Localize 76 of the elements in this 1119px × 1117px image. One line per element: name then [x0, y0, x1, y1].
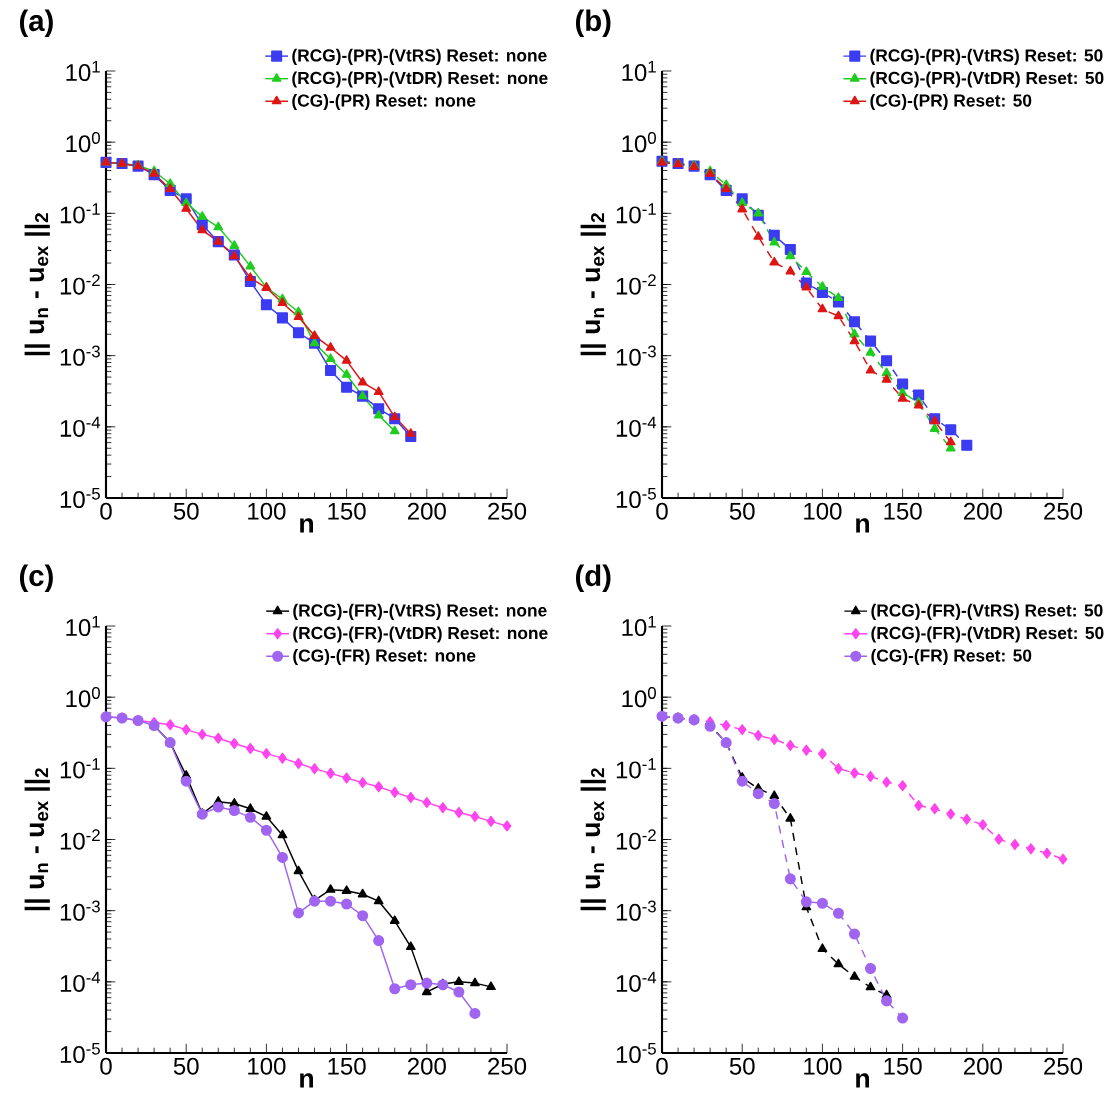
x-axis-title: n	[300, 1073, 313, 1088]
x-tick-label: 250	[1044, 1057, 1083, 1075]
x-tick-label: 250	[1044, 502, 1083, 520]
y-tick-label: 10$^{1}$	[66, 60, 100, 82]
legend-label: (CG)-(PR) Reset: 50	[870, 93, 1032, 111]
x-tick-label: 200	[408, 1057, 446, 1075]
chart-title: (d)	[575, 564, 611, 592]
y-tick-label: 10$^{-2}$	[616, 274, 656, 295]
x-tick-label: 0	[100, 502, 112, 520]
x-tick-label: 100	[804, 1057, 842, 1075]
y-axis-title: || u$_{n}$ - u$_{ex}$ ||$_{2}$	[24, 768, 50, 911]
x-tick-label: 150	[884, 502, 922, 520]
x-tick-label: 100	[248, 502, 286, 520]
x-tick-label: 50	[729, 1057, 755, 1075]
y-tick-label: 10$^{1}$	[622, 615, 656, 637]
y-axis-title: || u$_{n}$ - u$_{ex}$ ||$_{2}$	[24, 213, 50, 356]
x-tick-label: 150	[884, 1057, 922, 1075]
x-tick-label: 50	[173, 1057, 199, 1075]
legend-label: (RCG)-(PR)-(VtDR) Reset: none	[292, 71, 548, 88]
x-tick-label: 0	[656, 1057, 668, 1075]
y-tick-label: 10$^{-1}$	[616, 203, 656, 224]
x-tick-label: 0	[656, 502, 668, 520]
y-tick-label: 10$^{-4}$	[60, 971, 101, 992]
x-axis-title: n	[856, 1073, 870, 1088]
y-tick-label: 10$^{-2}$	[616, 829, 656, 850]
y-tick-label: 10$^{-5}$	[60, 487, 100, 509]
y-tick-label: 10$^{-1}$	[60, 203, 100, 224]
legend-label: (RCG)-(FR)-(VtDR) Reset: none	[293, 626, 548, 643]
x-tick-label: 200	[964, 1057, 1002, 1075]
x-tick-label: 50	[729, 502, 755, 520]
y-tick-label: 10$^{0}$	[66, 132, 100, 153]
legend-label: (RCG)-(PR)-(VtRS) Reset: none	[292, 48, 547, 65]
y-tick-label: 10$^{-4}$	[60, 416, 101, 437]
x-tick-label: 200	[964, 502, 1002, 520]
legend-label: (CG)-(FR) Reset: 50	[871, 648, 1032, 666]
legend-label: (RCG)-(FR)-(VtRS) Reset: none	[293, 603, 547, 620]
x-tick-label: 50	[173, 502, 199, 520]
y-tick-label: 10$^{-4}$	[616, 416, 657, 437]
y-axis-title: || u$_{n}$ - u$_{ex}$ ||$_{2}$	[580, 768, 606, 911]
x-tick-label: 250	[488, 502, 527, 520]
y-axis-title: || u$_{n}$ - u$_{ex}$ ||$_{2}$	[580, 213, 606, 356]
chart-title: (c)	[19, 564, 53, 592]
y-tick-label: 10$^{-2}$	[60, 274, 100, 295]
y-tick-label: 10$^{-5}$	[616, 1042, 656, 1064]
legend-label: (RCG)-(PR)-(VtDR) Reset: 50	[870, 71, 1104, 88]
y-tick-label: 10$^{1}$	[66, 615, 100, 637]
y-tick-label: 10$^{-3}$	[616, 345, 656, 366]
y-tick-label: 10$^{-3}$	[60, 345, 100, 366]
x-tick-label: 100	[248, 1057, 286, 1075]
y-tick-label: 10$^{1}$	[622, 60, 656, 82]
y-tick-label: 10$^{-1}$	[616, 758, 656, 779]
y-tick-label: 10$^{-3}$	[60, 900, 100, 921]
chart-title: (a)	[19, 9, 53, 37]
y-tick-label: 10$^{-2}$	[60, 829, 100, 850]
x-axis-title: n	[300, 518, 313, 533]
x-tick-label: 200	[408, 502, 446, 520]
y-tick-label: 10$^{-3}$	[616, 900, 656, 921]
y-tick-label: 10$^{0}$	[622, 132, 656, 153]
y-tick-label: 10$^{-4}$	[616, 971, 657, 992]
legend-label: (CG)-(PR) Reset: none	[292, 93, 476, 111]
x-tick-label: 250	[488, 1057, 527, 1075]
x-tick-label: 0	[100, 1057, 112, 1075]
chart-title: (b)	[575, 9, 611, 37]
legend-label: (RCG)-(FR)-(VtRS) Reset: 50	[871, 603, 1103, 620]
y-tick-label: 10$^{-5}$	[60, 1042, 100, 1064]
x-tick-label: 150	[328, 502, 366, 520]
y-tick-label: 10$^{-1}$	[60, 758, 100, 779]
legend-label: (CG)-(FR) Reset: none	[293, 648, 476, 666]
x-axis-title: n	[856, 518, 870, 533]
y-tick-label: 10$^{-5}$	[616, 487, 656, 509]
x-tick-label: 100	[804, 502, 842, 520]
x-tick-label: 150	[328, 1057, 366, 1075]
y-tick-label: 10$^{0}$	[622, 687, 656, 708]
y-tick-label: 10$^{0}$	[66, 687, 100, 708]
legend-label: (RCG)-(FR)-(VtDR) Reset: 50	[871, 626, 1104, 643]
legend-label: (RCG)-(PR)-(VtRS) Reset: 50	[870, 48, 1103, 65]
